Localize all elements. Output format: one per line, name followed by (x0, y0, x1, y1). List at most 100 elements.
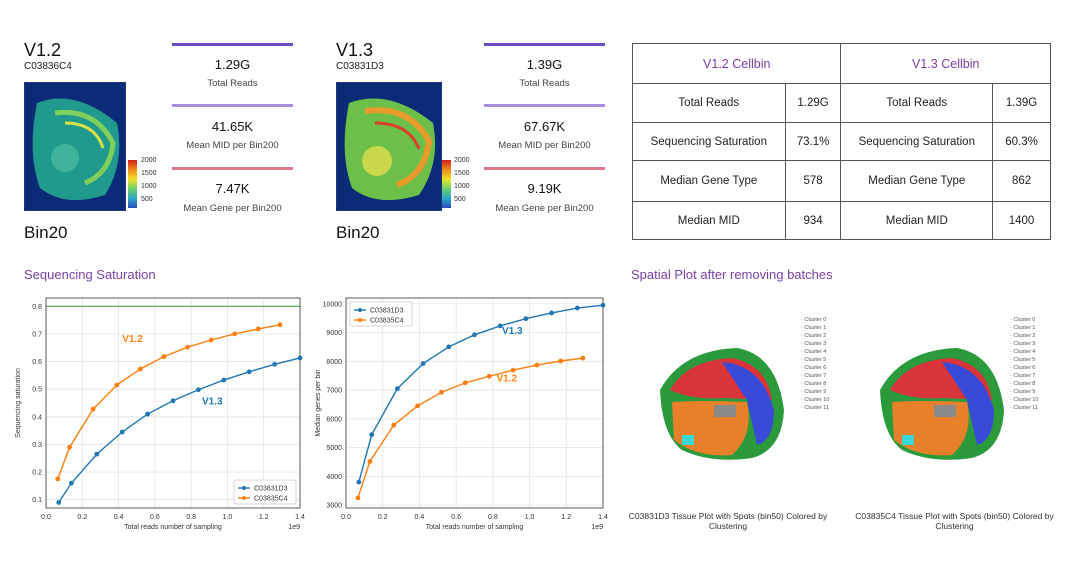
spatial-plot-c03835c4 (872, 340, 1007, 465)
cluster-legend-item: · Cluster 2 (801, 333, 827, 339)
legend-entry: C03835C4 (370, 318, 404, 325)
stat-label: Mean MID per Bin200 (498, 140, 591, 151)
data-point (221, 377, 227, 383)
stat-value: 7.47K (215, 181, 250, 196)
saturation-chart: 0.0 0.2 0.4 0.6 0.8 1.0 1.2 1.4 0.1 0.2 0.3 0.4 0.5 0… (15, 297, 305, 531)
series-annotation: V1.2 (122, 334, 143, 345)
colorbar-tick: 500 (141, 196, 153, 203)
bin-size-label: Bin20 (24, 223, 68, 242)
row-label: Median MID (632, 201, 786, 240)
cluster-legend: · Cluster 0 · Cluster 1 · Cluster 2 · Clust… (1010, 316, 1038, 412)
data-point (462, 380, 468, 386)
data-point (94, 451, 100, 457)
y-tick-label: 6000 (326, 416, 342, 423)
x-tick-label: 1.4 (295, 514, 305, 521)
cluster-legend-item: · Cluster 3 (1010, 341, 1036, 347)
row-label: Median Gene Type (632, 160, 786, 202)
colorbar (128, 160, 137, 208)
x-tick-label: 1.2 (259, 514, 269, 521)
cluster-legend-item: · Cluster 10 (801, 397, 830, 403)
colorbar-tick: 1500 (454, 170, 470, 177)
x-tick-label: 0.2 (77, 514, 87, 521)
x-tick-label: 1.0 (223, 514, 233, 521)
colorbar-tick: 1500 (141, 170, 157, 177)
median-genes-chart: 0.0 0.2 0.4 0.6 0.8 1.0 1.2 1.4 3000 4000 5000 6000… (315, 297, 608, 531)
y-tick-label: 0.2 (32, 470, 42, 477)
stat-divider-bar (484, 104, 605, 107)
x-axis-label: Total reads number of sampling (124, 524, 222, 531)
table-row: Median Gene Type 578 Median Gene Type 86… (632, 160, 1051, 202)
data-point (356, 479, 362, 485)
section-title-saturation: Sequencing Saturation (24, 267, 156, 282)
stat-divider-bar (172, 104, 293, 107)
x-axis-label: Total reads number of sampling (426, 524, 524, 531)
data-point (137, 366, 143, 372)
y-tick-label: 4000 (326, 474, 342, 481)
stat-divider-bar (484, 167, 605, 170)
data-point (574, 305, 580, 311)
cluster-legend-item: · Cluster 6 (1010, 365, 1036, 371)
y-axis-label: Median genes per bin (315, 369, 322, 436)
data-point (580, 355, 586, 361)
row-value: 1.39G (992, 83, 1051, 123)
data-point (486, 373, 492, 379)
data-point (185, 344, 190, 350)
row-value: 862 (992, 160, 1051, 202)
colorbar-tick: 2000 (141, 157, 157, 164)
data-point (119, 429, 125, 435)
row-value: 578 (784, 160, 842, 202)
x-tick-label: 0.0 (41, 514, 51, 521)
table-header: V1.3 Cellbin (840, 43, 1051, 84)
row-label: Median Gene Type (840, 160, 994, 202)
x-tick-label: 0.8 (186, 514, 196, 521)
cluster-legend-item: · Cluster 8 (801, 381, 827, 387)
cluster-legend-item: · Cluster 7 (801, 373, 827, 379)
cluster-legend-item: · Cluster 6 (801, 365, 827, 371)
cluster-legend-item: · Cluster 9 (1010, 389, 1036, 395)
data-point (472, 332, 477, 338)
y-tick-label: 0.6 (32, 359, 42, 366)
cluster-legend-item: · Cluster 0 (801, 317, 827, 323)
y-tick-label: 10000 (323, 301, 343, 308)
data-point (415, 403, 420, 409)
sample-chip-id: C03831D3 (336, 61, 384, 72)
y-tick-label: 0.3 (32, 442, 42, 449)
series-line (357, 357, 583, 499)
cluster-legend-item: · Cluster 1 (1010, 325, 1036, 331)
y-tick-label: 3000 (326, 503, 342, 510)
stat-divider-bar (172, 167, 293, 170)
data-point (369, 432, 375, 438)
x-tick-label: 1.4 (598, 514, 608, 521)
data-point (161, 354, 167, 359)
y-axis-label: Sequencing saturation (15, 368, 22, 438)
data-point (56, 500, 62, 505)
plot-frame (345, 297, 604, 509)
stat-label: Mean Gene per Bin200 (495, 203, 594, 214)
data-point (69, 480, 74, 486)
legend-entry: C03831D3 (254, 486, 288, 493)
data-point (534, 362, 540, 368)
table-row: Total Reads 1.29G Total Reads 1.39G (632, 83, 1051, 123)
stat-value: 1.29G (214, 57, 251, 72)
stat-value: 41.65K (211, 119, 254, 134)
cluster-legend-item: · Cluster 9 (801, 389, 827, 395)
legend-marker (358, 308, 362, 312)
expression-heatmap (24, 82, 126, 211)
stat-label: Total Reads (207, 78, 258, 89)
row-label: Total Reads (840, 83, 994, 123)
legend-entry: C03831D3 (370, 308, 404, 315)
data-point (232, 331, 238, 337)
row-value: 1.29G (784, 83, 842, 123)
stat-label: Mean MID per Bin200 (186, 140, 279, 151)
y-tick-label: 5000 (326, 445, 342, 452)
data-point (523, 316, 529, 322)
colorbar (442, 160, 451, 208)
stat-value: 1.39G (526, 57, 563, 72)
cluster-legend-item: · Cluster 7 (1010, 373, 1036, 379)
cluster-legend-item: · Cluster 4 (1010, 349, 1036, 355)
data-point (497, 323, 503, 329)
row-label: Sequencing Saturation (632, 122, 786, 161)
y-tick-label: 8000 (326, 359, 342, 366)
y-tick-label: 0.4 (32, 414, 42, 421)
cluster-legend-item: · Cluster 5 (801, 357, 827, 363)
